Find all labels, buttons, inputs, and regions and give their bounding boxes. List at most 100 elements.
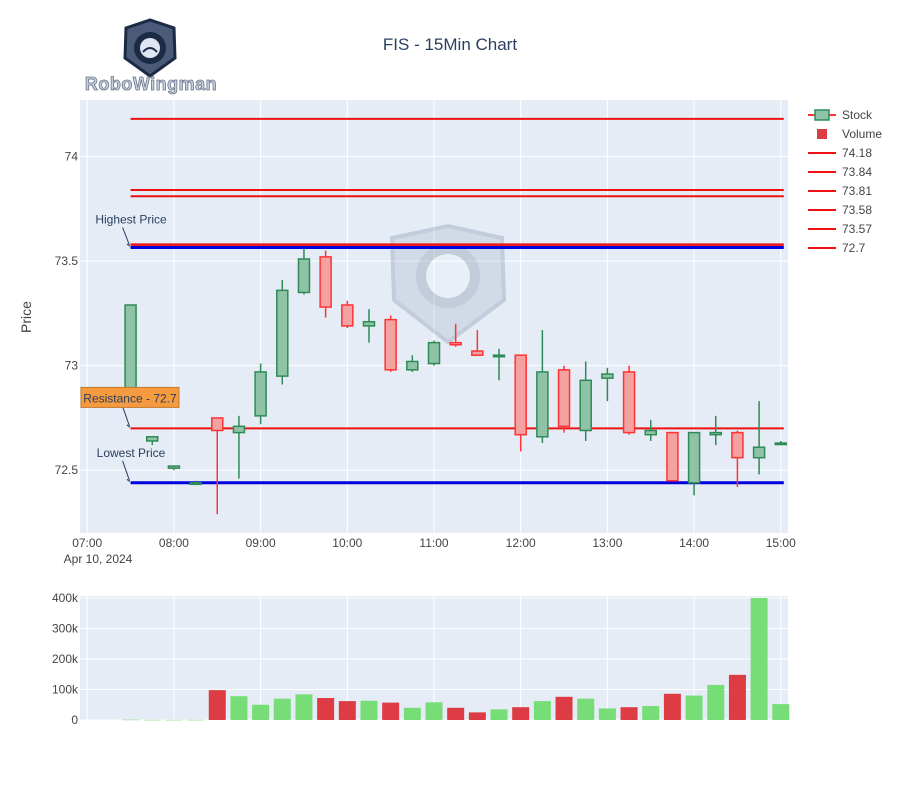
candle-body	[362, 320, 376, 327]
annotation-arrowhead	[126, 478, 131, 483]
logo-text: RoboWingman	[85, 74, 217, 94]
legend-item-level[interactable]: 73.81	[808, 184, 872, 198]
candle-body	[687, 431, 701, 484]
candle-body	[341, 304, 354, 327]
volume-bar	[143, 719, 161, 721]
x-tick-label: 09:00	[246, 536, 276, 550]
volume-bar	[273, 698, 291, 720]
level-lines	[130, 117, 784, 485]
annotation-arrow	[122, 460, 131, 481]
volume-bar	[425, 702, 443, 720]
candle-body	[644, 429, 657, 436]
volume-bar	[230, 696, 248, 720]
volume-bar	[317, 698, 335, 720]
legend-item-stock[interactable]: Stock	[808, 108, 873, 122]
volume-tick-label: 200k	[52, 652, 79, 666]
volume-bar	[772, 704, 790, 720]
candle-body	[427, 341, 441, 365]
annotation-arrow	[122, 406, 131, 427]
x-tick-label: 12:00	[506, 536, 536, 550]
y-tick-label: 73.5	[55, 254, 79, 268]
volume-bar	[468, 712, 486, 720]
y-tick-label: 73	[65, 359, 79, 373]
candle-body	[622, 371, 636, 434]
legend-item-level[interactable]: 74.18	[808, 146, 872, 160]
volume-bar	[685, 695, 703, 720]
volume-bar	[598, 708, 616, 720]
annotation-label: Resistance - 72.7	[83, 391, 177, 405]
volume-bar	[490, 709, 508, 720]
candle-body	[557, 369, 571, 428]
x-axis-date-label: Apr 10, 2024	[64, 552, 133, 566]
candle-body	[124, 304, 137, 392]
legend-item-level[interactable]: 73.57	[808, 222, 872, 236]
volume-tick-label: 300k	[52, 622, 79, 636]
candle-body	[211, 417, 224, 432]
volume-bar	[555, 696, 573, 720]
volume-bar	[382, 702, 400, 720]
candle-body	[579, 379, 592, 432]
candle-body	[189, 482, 202, 486]
candlesticks	[124, 248, 788, 515]
candle-body	[514, 354, 527, 436]
x-tick-label: 07:00	[72, 536, 102, 550]
volume-bar	[208, 690, 226, 720]
volume-tick-label: 100k	[52, 683, 79, 697]
candle-body	[145, 436, 159, 442]
candle-body	[666, 431, 679, 482]
legend[interactable]: Stock Volume 74.18 73.84 73.81 73.58 73.57 72.7	[808, 108, 882, 255]
legend-label: Stock	[842, 108, 873, 122]
annotation-arrowhead	[126, 424, 131, 429]
legend-swatch-candle	[814, 109, 830, 121]
legend-item-level[interactable]: 73.84	[808, 165, 872, 179]
legend-label: 73.57	[842, 222, 872, 236]
candle-body	[752, 446, 766, 459]
candle-body	[471, 350, 484, 356]
annotation-arrowhead	[126, 243, 131, 248]
legend-item-volume[interactable]: Volume	[817, 127, 882, 141]
volume-bar	[187, 719, 205, 721]
volume-bar	[533, 701, 551, 720]
candle-body	[709, 431, 723, 436]
candle-body	[232, 425, 246, 434]
candle-body	[774, 442, 788, 446]
volume-bar	[728, 674, 746, 720]
candle-body	[731, 431, 744, 459]
candle-body	[449, 341, 462, 346]
x-tick-label: 15:00	[766, 536, 796, 550]
x-axis-ticks: 07:00 08:00 09:00 10:00 11:00 12:00 13:00 14:00…	[72, 536, 796, 550]
legend-label: Volume	[842, 127, 882, 141]
volume-bar	[360, 700, 378, 720]
y-axis-label: Price	[18, 301, 34, 333]
x-tick-label: 10:00	[332, 536, 362, 550]
legend-label: 72.7	[842, 241, 866, 255]
volume-bar	[512, 707, 530, 720]
volume-bar	[338, 701, 356, 720]
legend-label: 73.58	[842, 203, 872, 217]
volume-bar	[707, 684, 725, 720]
x-tick-label: 13:00	[592, 536, 622, 550]
annotation-label: Lowest Price	[97, 446, 166, 460]
volume-tick-label: 0	[71, 713, 78, 727]
volume-bars	[122, 598, 790, 721]
candle-body	[492, 354, 506, 358]
y-axis-ticks: 72.5 73 73.5 74	[55, 149, 79, 477]
candle-body	[384, 318, 397, 371]
robowingman-logo: RoboWingman	[84, 18, 217, 94]
candle-body	[276, 289, 289, 377]
candle-body	[601, 373, 614, 379]
candle-body	[319, 256, 332, 308]
volume-tick-label: 400k	[52, 591, 79, 605]
volume-bar	[252, 704, 270, 720]
legend-item-level[interactable]: 72.7	[808, 241, 866, 255]
candle-body	[167, 465, 181, 469]
volume-bar	[663, 693, 681, 720]
legend-label: 74.18	[842, 146, 872, 160]
annotations: Highest Price Resistance - 72.7 Lowest Pri…	[80, 212, 180, 483]
legend-item-level[interactable]: 73.58	[808, 203, 872, 217]
annotation-label: Highest Price	[95, 212, 167, 226]
volume-bar	[577, 698, 595, 720]
annotation-box	[80, 386, 180, 408]
legend-label: 73.81	[842, 184, 872, 198]
